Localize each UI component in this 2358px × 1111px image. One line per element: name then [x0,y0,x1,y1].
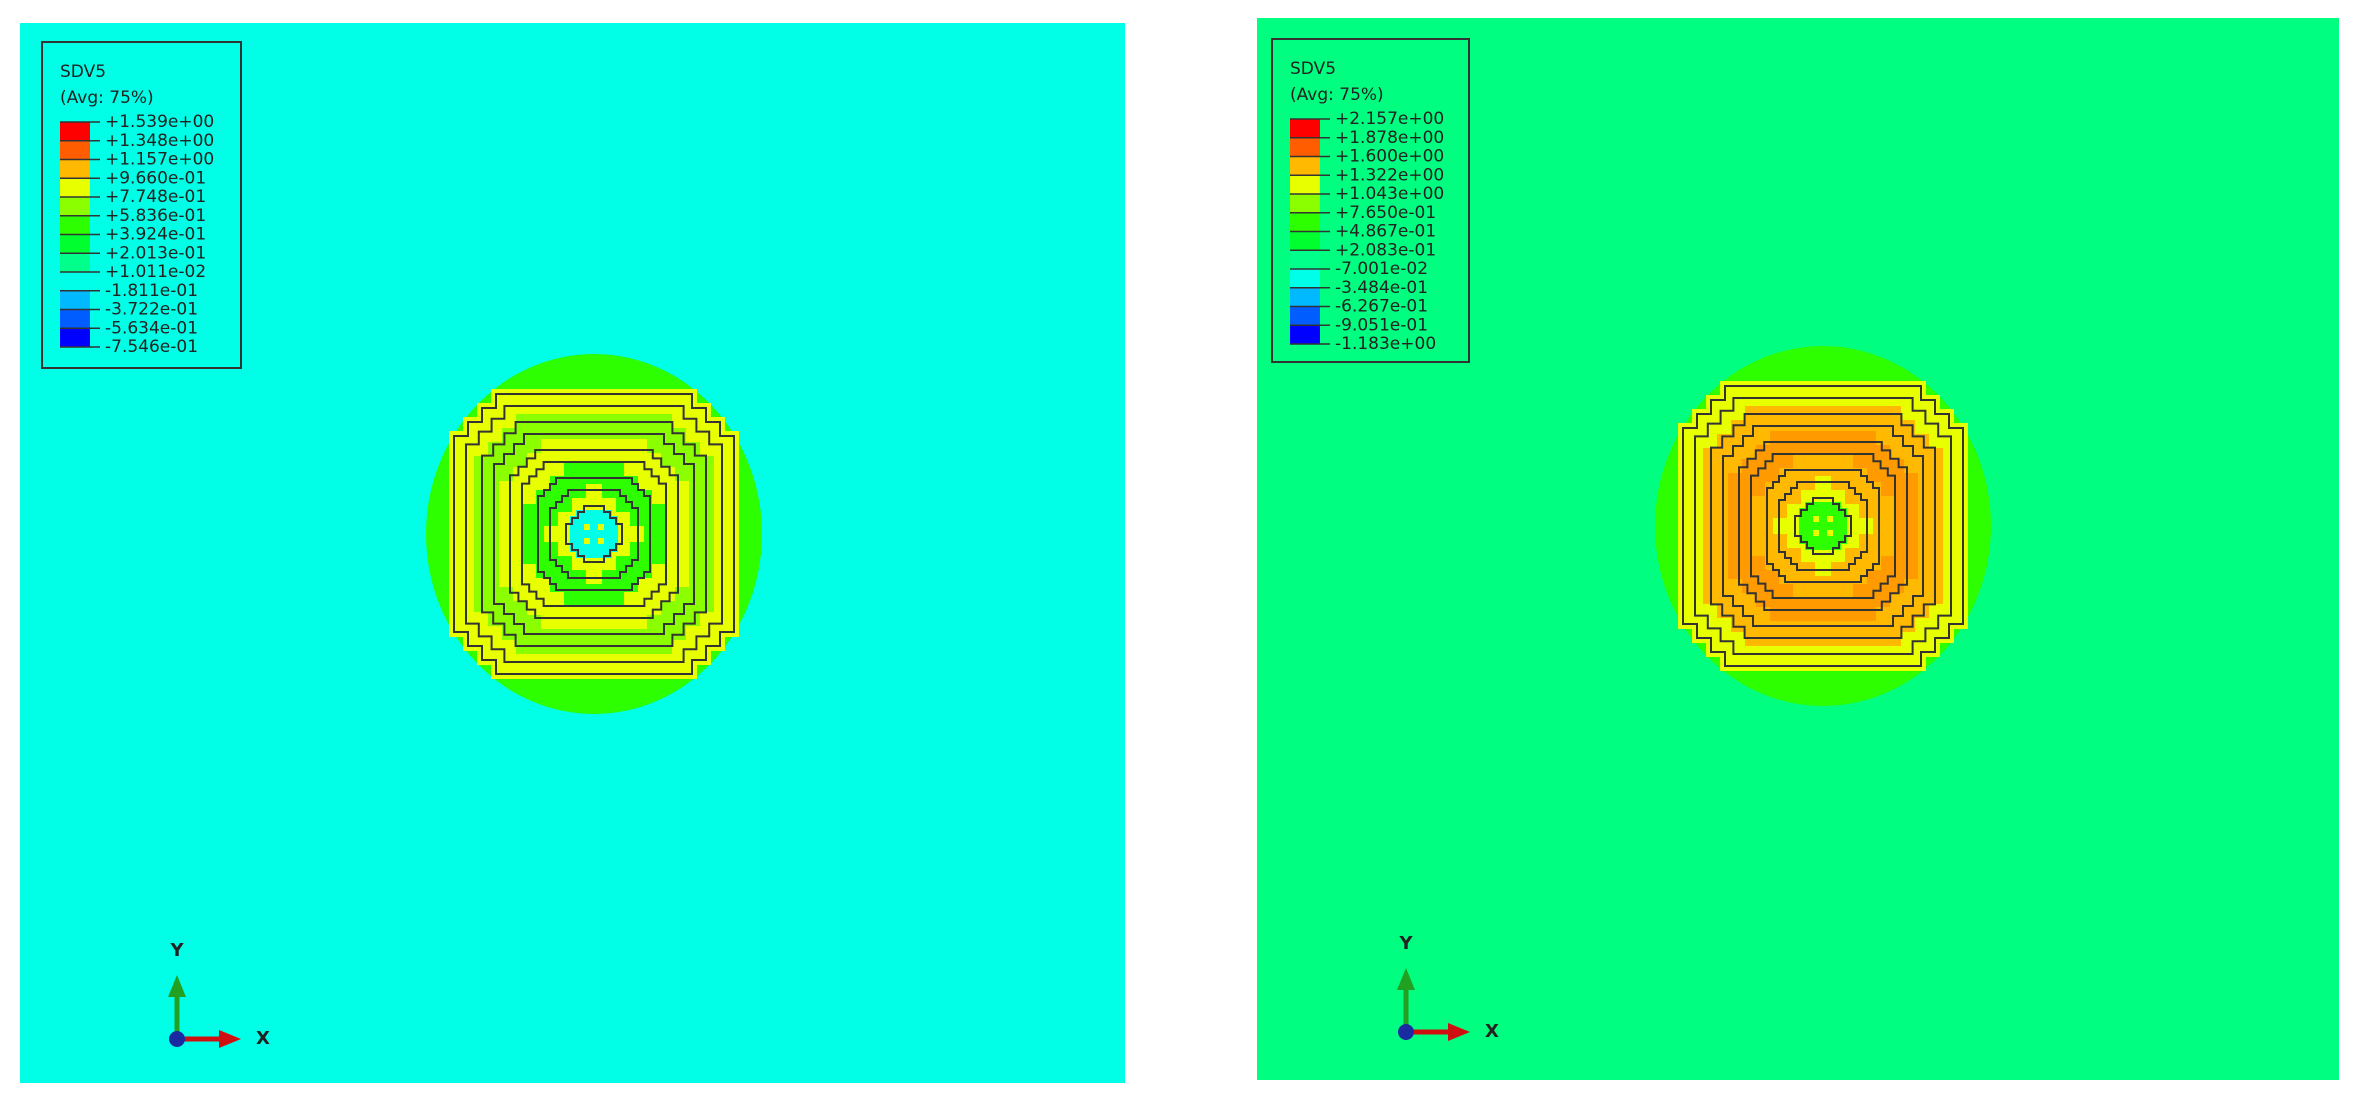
mesh-outline [1710,413,1936,639]
mesh-outline [521,461,667,607]
x-arrow-head [1448,1023,1470,1041]
legend-label: +2.083e-01 [1335,240,1436,260]
legend-subtitle: (Avg: 75%) [1290,85,1384,105]
legend-swatch [1290,306,1320,326]
mesh-outline [1778,481,1868,571]
mesh-outline [481,421,707,647]
legend-swatch [60,215,90,235]
legend-label: +1.322e+00 [1335,165,1444,185]
axis-triad: YX [168,940,270,1049]
mesh-outline [1794,497,1852,555]
legend-swatch [60,178,90,197]
x-axis-label: X [256,1028,270,1049]
viewport: SDV5 (Avg: 75%) +1.539e+00+1.348e+00+1.157… [20,23,1125,1083]
legend-label: +3.924e-01 [105,225,206,245]
legend-label: -7.546e-01 [105,337,198,357]
legend-swatch [60,234,90,254]
legend-label: -3.722e-01 [105,300,198,320]
legend-label: +1.600e+00 [1335,147,1444,167]
legend-label: +2.013e-01 [105,243,206,263]
legend-swatch [1290,137,1320,157]
legend-swatch [1290,194,1320,213]
legend-box [1271,38,1470,363]
mesh-outline [509,449,679,619]
triad-origin [169,1031,185,1047]
legend-swatch [1290,269,1320,288]
legend-label: -9.051e-01 [1335,315,1428,335]
legend-swatch [1290,212,1320,232]
legend-label: +9.660e-01 [105,168,206,188]
mesh-outline [1682,385,1964,667]
legend-swatch [1290,156,1320,176]
mesh-outline [1750,453,1896,599]
mesh-outline [493,433,695,635]
legend-swatch [60,122,90,141]
mesh-outline [1738,441,1908,611]
legend-swatch [60,197,90,216]
mesh-outline [1766,469,1880,583]
legend-label: -3.484e-01 [1335,278,1428,298]
y-arrow-head [168,975,186,997]
viewport: SDV5 (Avg: 75%) +2.157e+00+1.878e+00+1.600… [1257,18,2339,1080]
legend-subtitle: (Avg: 75%) [60,88,154,108]
y-arrow-head [1397,968,1415,990]
legend-box [41,41,242,369]
legend-label: +2.157e+00 [1335,109,1444,129]
legend-label: +7.748e-01 [105,187,206,207]
triad-origin [1398,1024,1414,1040]
legend-label: +7.650e-01 [1335,203,1436,223]
mesh-outline [1722,425,1924,627]
legend-swatch [1290,325,1320,344]
legend-title: SDV5 [1290,59,1336,79]
legend-swatch [60,290,90,310]
y-axis-label: Y [1398,933,1413,954]
legend-label: -7.001e-02 [1335,259,1428,279]
legend-swatch [60,159,90,179]
legend-label: -5.634e-01 [105,318,198,338]
mesh-outline [537,477,651,591]
mesh-outline [549,489,639,579]
legend-label: +4.867e-01 [1335,222,1436,242]
legend-label: -1.183e+00 [1335,334,1436,354]
legend-swatch [60,328,90,347]
legend-swatch [1290,287,1320,307]
x-arrow-head [219,1030,241,1048]
legend-swatch [60,140,90,160]
legend-swatch [1290,231,1320,251]
legend-label: -1.811e-01 [105,281,198,301]
y-axis-label: Y [169,940,184,961]
contour-plot [426,354,762,714]
legend: SDV5 (Avg: 75%) +2.157e+00+1.878e+00+1.600… [1271,38,1470,363]
contour-region [1799,502,1847,550]
mesh-outline [1694,397,1952,655]
legend: SDV5 (Avg: 75%) +1.539e+00+1.348e+00+1.157… [41,41,242,369]
legend-swatch [60,253,90,272]
legend-swatch [60,272,90,291]
legend-swatch [60,309,90,329]
mesh-outline [453,393,735,675]
legend-label: +5.836e-01 [105,206,206,226]
legend-label: +1.348e+00 [105,131,214,151]
contour-region [570,510,618,558]
legend-label: +1.157e+00 [105,150,214,170]
x-axis-label: X [1485,1021,1499,1042]
legend-label: +1.043e+00 [1335,184,1444,204]
mesh-outline [565,505,623,563]
legend-swatch [1290,175,1320,194]
legend-swatch [1290,250,1320,269]
mesh-outline [465,405,723,663]
legend-label: +1.011e-02 [105,262,206,282]
contour-plot [1655,346,1991,706]
axis-triad: YX [1397,933,1499,1042]
legend-title: SDV5 [60,62,106,82]
legend-label: -6.267e-01 [1335,297,1428,317]
legend-swatch [1290,119,1320,138]
legend-label: +1.878e+00 [1335,128,1444,148]
legend-label: +1.539e+00 [105,112,214,132]
